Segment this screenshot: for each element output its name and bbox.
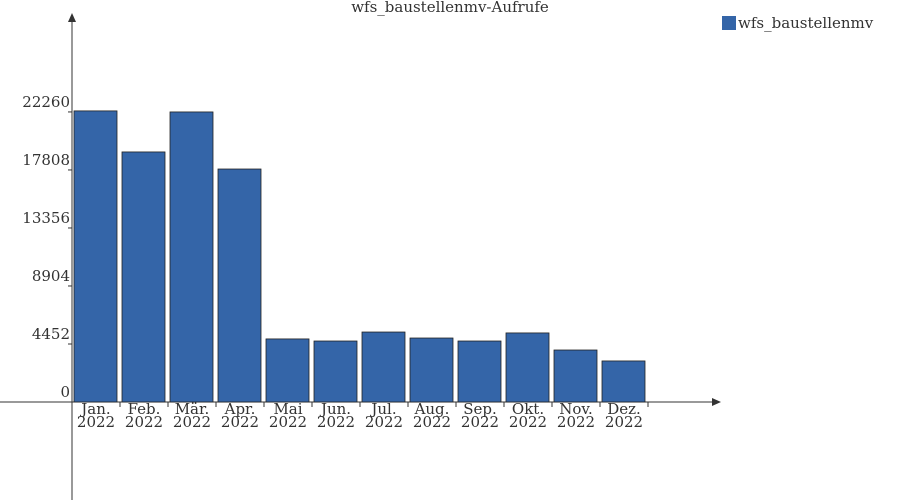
x-tick-label: Mai 2022 (268, 400, 308, 431)
x-tick-label: Apr. 2022 (220, 400, 260, 431)
bar (121, 151, 166, 403)
y-tick-label: 8904 (32, 267, 70, 285)
y-tick-label: 13356 (22, 209, 70, 227)
x-tick-label: Jun. 2022 (316, 400, 356, 431)
x-arrow (712, 398, 721, 406)
bar (505, 332, 550, 403)
bar (409, 337, 454, 403)
bar (457, 340, 502, 403)
x-tick-label: Okt. 2022 (508, 400, 548, 431)
x-tick-label: Jul. 2022 (364, 400, 404, 431)
bar (313, 340, 358, 403)
x-tick-label: Mär. 2022 (172, 400, 212, 431)
y-tick-label: 0 (60, 383, 70, 401)
x-tick-label: Sep. 2022 (460, 400, 500, 431)
chart-title: wfs_baustellenmv-Aufrufe (351, 0, 549, 16)
y-arrow (68, 13, 76, 22)
y-tick-label: 4452 (32, 325, 70, 343)
x-tick-label: Dez. 2022 (604, 400, 644, 431)
bar (169, 111, 214, 403)
y-tick-label: 22260 (22, 93, 70, 111)
bar (601, 360, 646, 403)
bar (73, 110, 118, 403)
bar (361, 331, 406, 403)
y-tick-label: 17808 (22, 151, 70, 169)
bar (553, 349, 598, 403)
x-tick-label: Nov. 2022 (556, 400, 596, 431)
x-tick-label: Jan. 2022 (76, 400, 116, 431)
x-tick-label: Feb. 2022 (124, 400, 164, 431)
x-tick-label: Aug. 2022 (412, 400, 452, 431)
legend-label: wfs_baustellenmv (738, 14, 874, 32)
bar (265, 338, 310, 403)
bar (217, 168, 262, 403)
legend-swatch (722, 16, 736, 30)
